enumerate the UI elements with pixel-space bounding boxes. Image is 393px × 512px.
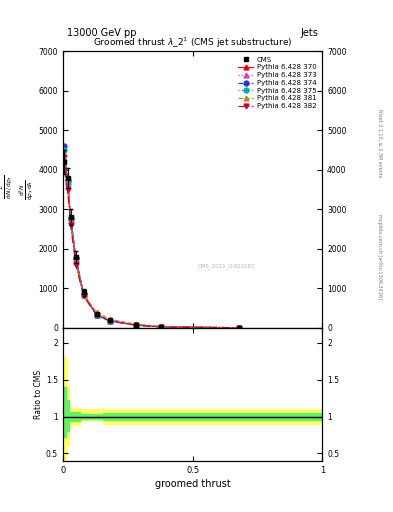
- Pythia 6.428 374: [133, 322, 138, 328]
- Pythia 6.428 375: [68, 216, 73, 222]
- Pythia 6.428 381: [94, 309, 99, 315]
- Pythia 6.428 374: [159, 324, 164, 330]
- Pythia 6.428 381: [133, 321, 138, 327]
- Pythia 6.428 370: [81, 291, 86, 297]
- Pythia 6.428 373: [65, 181, 70, 187]
- Pythia 6.428 373: [81, 292, 86, 298]
- Y-axis label:   $\frac{1}{\mathrm{d}N\,/\,\mathrm{d}p_T}$
$\frac{\mathrm{d}^2N}{\mathrm{d}p_T\: $\frac{1}{\mathrm{d}N\,/\,\mathrm{d}p_T}…: [0, 175, 36, 204]
- Pythia 6.428 370: [65, 179, 70, 185]
- Pythia 6.428 382: [107, 318, 112, 324]
- Pythia 6.428 373: [94, 312, 99, 318]
- Pythia 6.428 373: [107, 317, 112, 324]
- Text: 13000 GeV pp: 13000 GeV pp: [67, 28, 136, 38]
- Pythia 6.428 382: [237, 325, 242, 331]
- Pythia 6.428 381: [65, 183, 70, 189]
- Pythia 6.428 374: [62, 143, 67, 149]
- Pythia 6.428 374: [73, 254, 78, 261]
- Line: Pythia 6.428 375: Pythia 6.428 375: [62, 147, 242, 330]
- Line: Pythia 6.428 381: Pythia 6.428 381: [62, 163, 242, 330]
- Text: Rivet 3.1.10, ≥ 2.3M events: Rivet 3.1.10, ≥ 2.3M events: [377, 109, 382, 178]
- Pythia 6.428 375: [65, 179, 70, 185]
- Y-axis label: Ratio to CMS: Ratio to CMS: [34, 370, 43, 419]
- Pythia 6.428 373: [133, 322, 138, 328]
- Pythia 6.428 370: [133, 322, 138, 328]
- Pythia 6.428 375: [133, 322, 138, 328]
- Line: Pythia 6.428 370: Pythia 6.428 370: [62, 152, 242, 330]
- Line: Pythia 6.428 382: Pythia 6.428 382: [62, 167, 242, 330]
- Pythia 6.428 370: [237, 325, 242, 331]
- Pythia 6.428 374: [237, 325, 242, 331]
- Pythia 6.428 382: [65, 186, 70, 193]
- Pythia 6.428 373: [73, 258, 78, 264]
- Text: Jets: Jets: [301, 28, 318, 38]
- Pythia 6.428 375: [81, 291, 86, 297]
- Pythia 6.428 382: [62, 167, 67, 173]
- Pythia 6.428 381: [81, 292, 86, 298]
- Pythia 6.428 374: [65, 177, 70, 183]
- Pythia 6.428 370: [68, 216, 73, 222]
- Text: CMS_2021_I1920187: CMS_2021_I1920187: [198, 263, 255, 269]
- Pythia 6.428 382: [73, 262, 78, 268]
- Line: Pythia 6.428 374: Pythia 6.428 374: [62, 144, 242, 330]
- Pythia 6.428 382: [159, 324, 164, 330]
- Legend: CMS, Pythia 6.428 370, Pythia 6.428 373, Pythia 6.428 374, Pythia 6.428 375, Pyt: CMS, Pythia 6.428 370, Pythia 6.428 373,…: [236, 55, 319, 111]
- Pythia 6.428 374: [94, 311, 99, 317]
- Pythia 6.428 375: [107, 317, 112, 324]
- Pythia 6.428 381: [73, 259, 78, 265]
- Pythia 6.428 374: [107, 317, 112, 324]
- Pythia 6.428 370: [94, 312, 99, 318]
- Pythia 6.428 375: [94, 312, 99, 318]
- Pythia 6.428 374: [68, 215, 73, 221]
- Pythia 6.428 370: [159, 324, 164, 330]
- Pythia 6.428 375: [62, 147, 67, 153]
- Pythia 6.428 373: [68, 218, 73, 224]
- Pythia 6.428 382: [81, 293, 86, 300]
- Pythia 6.428 381: [68, 219, 73, 225]
- Pythia 6.428 381: [237, 325, 242, 331]
- Pythia 6.428 375: [73, 255, 78, 262]
- Title: Groomed thrust $\lambda$_2$^1$ (CMS jet substructure): Groomed thrust $\lambda$_2$^1$ (CMS jet …: [93, 35, 292, 50]
- Pythia 6.428 381: [62, 163, 67, 169]
- Pythia 6.428 381: [107, 316, 112, 323]
- Pythia 6.428 375: [237, 325, 242, 331]
- Pythia 6.428 382: [68, 222, 73, 228]
- Pythia 6.428 373: [62, 155, 67, 161]
- Pythia 6.428 370: [73, 255, 78, 262]
- Pythia 6.428 373: [237, 325, 242, 331]
- X-axis label: groomed thrust: groomed thrust: [155, 479, 230, 489]
- Pythia 6.428 373: [159, 324, 164, 330]
- Text: mcplots.cern.ch [arXiv:1306.3436]: mcplots.cern.ch [arXiv:1306.3436]: [377, 214, 382, 298]
- Pythia 6.428 370: [62, 151, 67, 157]
- Pythia 6.428 382: [133, 322, 138, 328]
- Pythia 6.428 370: [107, 317, 112, 324]
- Pythia 6.428 381: [159, 323, 164, 329]
- Pythia 6.428 374: [81, 291, 86, 297]
- Line: Pythia 6.428 373: Pythia 6.428 373: [62, 156, 242, 330]
- Pythia 6.428 375: [159, 324, 164, 330]
- Pythia 6.428 382: [94, 312, 99, 318]
